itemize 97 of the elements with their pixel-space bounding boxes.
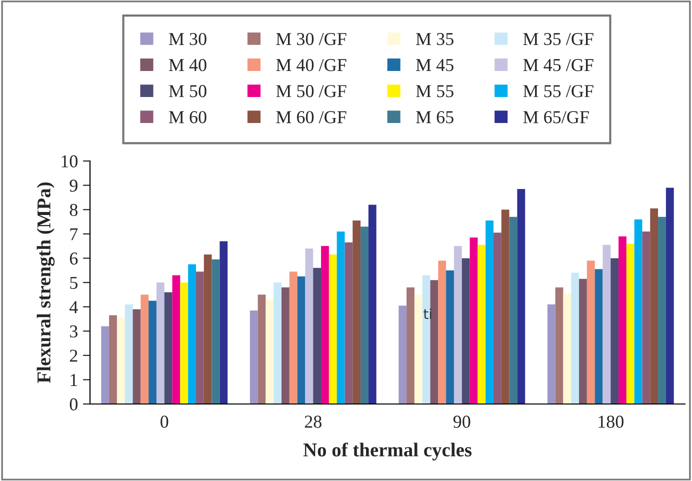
legend-label: M 65 (416, 111, 454, 124)
bar (274, 282, 282, 404)
bar (321, 246, 329, 404)
x-tick-label: 90 (453, 416, 470, 428)
bar (172, 275, 180, 404)
bar (305, 248, 314, 404)
bar (517, 188, 526, 404)
bar (124, 304, 133, 404)
bar (594, 269, 603, 404)
bar (579, 278, 587, 404)
bar (486, 220, 494, 404)
bar (116, 318, 125, 404)
legend-label: M 60 (168, 111, 206, 124)
bar (547, 304, 556, 404)
bar (493, 232, 502, 404)
bar (188, 264, 196, 404)
y-tick-label: 10 (62, 155, 78, 168)
bar (438, 260, 446, 404)
bar (563, 293, 572, 404)
x-axis-title: No of thermal cycles (303, 442, 472, 460)
y-axis-title: Flexural strength (MPa) (36, 182, 55, 383)
bar (462, 258, 470, 404)
x-tick-label: 28 (304, 416, 322, 428)
bar (204, 254, 212, 404)
bar (571, 272, 580, 404)
bar (650, 208, 658, 404)
bar (422, 275, 430, 404)
bar (414, 294, 422, 404)
y-tick-label: 9 (70, 180, 78, 192)
y-tick-label: 6 (70, 252, 78, 265)
y-tick-label: 8 (70, 204, 78, 216)
bar (398, 306, 407, 404)
bar (132, 309, 141, 404)
bar (148, 300, 156, 404)
bar (634, 219, 642, 404)
bar (140, 294, 149, 404)
legend-label: M 30 (168, 32, 206, 46)
legend-label: M 50 (168, 85, 206, 98)
bar (109, 315, 117, 404)
legend-label: M 35 /GF (523, 32, 594, 46)
bar (258, 294, 266, 404)
bar (344, 242, 353, 404)
y-tick-label: 4 (70, 301, 78, 314)
bar (212, 259, 220, 404)
bar (328, 254, 337, 404)
legend-label: M 60 /GF (276, 111, 346, 124)
bar (406, 287, 414, 404)
bar (196, 272, 204, 404)
bar (454, 246, 462, 404)
bar (289, 272, 298, 404)
legend-label: M 45 (416, 59, 454, 72)
bar (658, 216, 666, 404)
bar (446, 270, 454, 404)
y-tick-label: 5 (70, 276, 78, 289)
bar (220, 241, 228, 404)
legend-label: M 55 (416, 85, 454, 98)
legend-label: M 35 (416, 32, 454, 46)
y-tick-label: 2 (70, 350, 78, 362)
bar (555, 287, 564, 404)
y-tick-label: 3 (70, 325, 78, 338)
bar (336, 231, 345, 404)
y-tick-label: 7 (70, 228, 78, 240)
bar (602, 244, 611, 404)
legend-label: M 45 /GF (523, 59, 594, 72)
x-tick-label: 180 (598, 416, 624, 428)
bar (470, 238, 478, 404)
legend-label: M 30 /GF (276, 32, 346, 46)
bar (180, 282, 188, 404)
bar (626, 244, 634, 404)
bar (250, 310, 258, 404)
bar (282, 287, 290, 404)
bar (610, 258, 619, 404)
legend-label: M 50 /GF (276, 85, 346, 98)
bar (586, 260, 595, 404)
bar (478, 244, 486, 404)
bar (618, 236, 626, 404)
bar (352, 220, 361, 404)
legend-label: M 40 (168, 59, 206, 72)
bar (642, 231, 650, 404)
bar (368, 204, 376, 404)
bar (501, 210, 510, 404)
x-tick-label: 0 (160, 416, 168, 428)
bar (156, 282, 164, 404)
bar (101, 326, 110, 404)
bar (360, 226, 368, 404)
bar (509, 216, 518, 404)
legend-label: M 55 /GF (523, 85, 594, 98)
bar (313, 268, 322, 404)
bar (666, 188, 674, 404)
bar (266, 300, 274, 404)
legend-label: M 40 /GF (276, 59, 346, 72)
bar (297, 276, 306, 404)
legend-label: M 65/GF (523, 111, 589, 124)
bar (164, 292, 172, 404)
y-tick-label: 1 (70, 374, 78, 386)
bar (430, 280, 438, 404)
y-tick-label: 0 (70, 398, 78, 410)
